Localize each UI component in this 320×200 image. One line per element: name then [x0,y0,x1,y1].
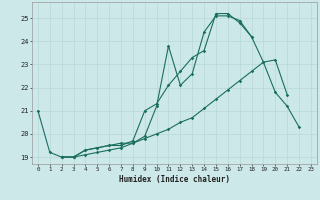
X-axis label: Humidex (Indice chaleur): Humidex (Indice chaleur) [119,175,230,184]
